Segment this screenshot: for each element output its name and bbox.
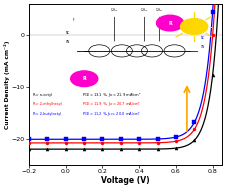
- Text: R= 2-ethylhexyl: R= 2-ethylhexyl: [32, 102, 61, 106]
- X-axis label: Voltage (V): Voltage (V): [101, 176, 149, 185]
- Text: R= 2-butyloctyl: R= 2-butyloctyl: [32, 112, 61, 116]
- Text: PCE= 11.2 %, $J_{sc}$= 20.0 mA/cm²: PCE= 11.2 %, $J_{sc}$= 20.0 mA/cm²: [82, 110, 141, 118]
- Y-axis label: Current Density (mA cm⁻²): Current Density (mA cm⁻²): [4, 40, 10, 129]
- Text: PCE= 11.9 %, $J_{sc}$= 20.7 mA/cm²: PCE= 11.9 %, $J_{sc}$= 20.7 mA/cm²: [82, 101, 141, 108]
- Text: R= n-octyl: R= n-octyl: [32, 93, 52, 97]
- Text: PCE= 13.1 %, $J_{sc}$= 21.9 mA/cm²: PCE= 13.1 %, $J_{sc}$= 21.9 mA/cm²: [82, 91, 141, 99]
